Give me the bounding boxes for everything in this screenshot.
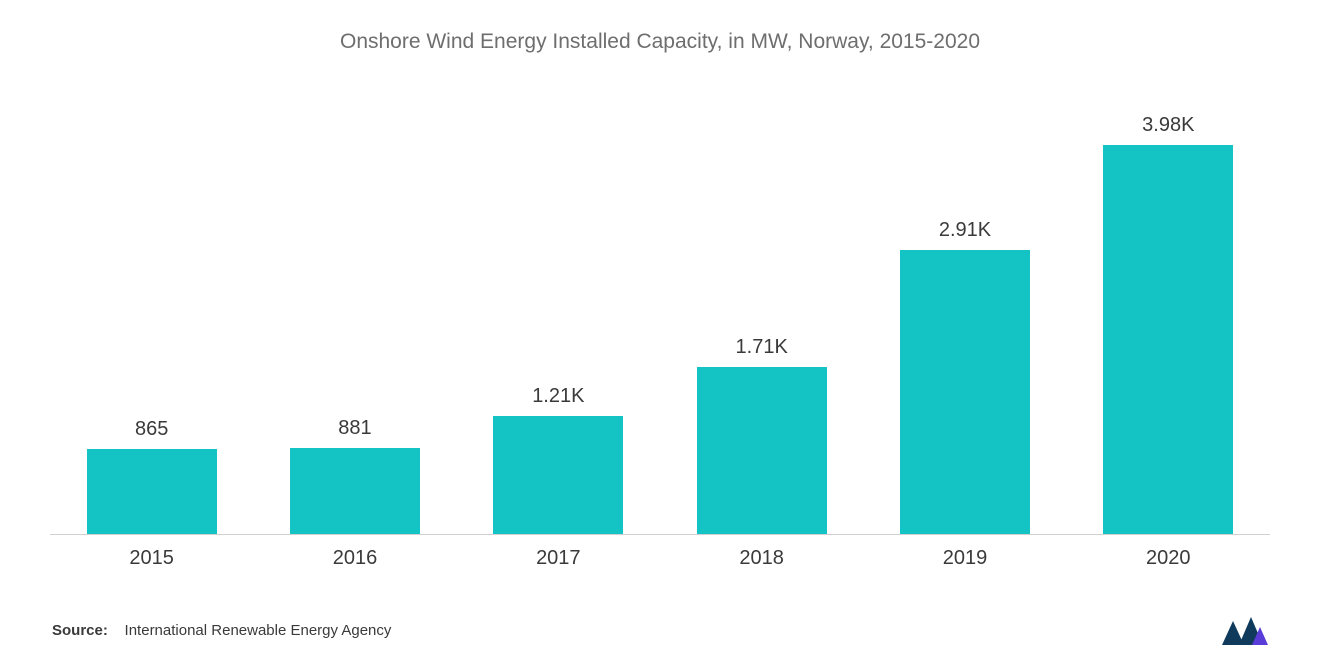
bar-slot: 1.21K	[457, 104, 660, 534]
x-axis-label: 2020	[1067, 547, 1270, 570]
chart-container: Onshore Wind Energy Installed Capacity, …	[0, 0, 1320, 665]
bar-slot: 2.91K	[863, 104, 1066, 534]
source-text: International Renewable Energy Agency	[125, 622, 392, 639]
chart-title: Onshore Wind Energy Installed Capacity, …	[50, 30, 1270, 54]
bar	[900, 250, 1030, 534]
bar-value-label: 1.71K	[736, 336, 788, 359]
bar	[697, 367, 827, 534]
bar-value-label: 3.98K	[1142, 114, 1194, 137]
bar-slot: 865	[50, 104, 253, 534]
bar-slot: 3.98K	[1067, 104, 1270, 534]
bar	[290, 448, 420, 534]
source-label: Source:	[52, 622, 108, 639]
bar-value-label: 881	[338, 417, 371, 440]
x-axis-label: 2018	[660, 547, 863, 570]
plot-region: 865 881 1.21K 1.71K 2.91K 3.98K	[50, 104, 1270, 535]
bars-row: 865 881 1.21K 1.71K 2.91K 3.98K	[50, 104, 1270, 534]
source-line: Source: International Renewable Energy A…	[52, 622, 391, 639]
bar-value-label: 1.21K	[532, 385, 584, 408]
x-axis-label: 2015	[50, 547, 253, 570]
x-axis-label: 2017	[457, 547, 660, 570]
chart-area: 8658811.21K1.71K2.91K3.98K 2015201620172…	[50, 104, 1270, 570]
x-axis: 201520162017201820192020	[50, 547, 1270, 570]
x-axis-label: 2016	[253, 547, 456, 570]
x-axis-label: 2019	[863, 547, 1066, 570]
bar-slot: 881	[253, 104, 456, 534]
bar	[493, 416, 623, 534]
bar-value-label: 2.91K	[939, 219, 991, 242]
bar	[87, 449, 217, 534]
bar-value-label: 865	[135, 418, 168, 441]
brand-logo-icon	[1222, 615, 1268, 645]
bar-slot: 1.71K	[660, 104, 863, 534]
footer: Source: International Renewable Energy A…	[50, 615, 1270, 645]
bar	[1103, 145, 1233, 534]
